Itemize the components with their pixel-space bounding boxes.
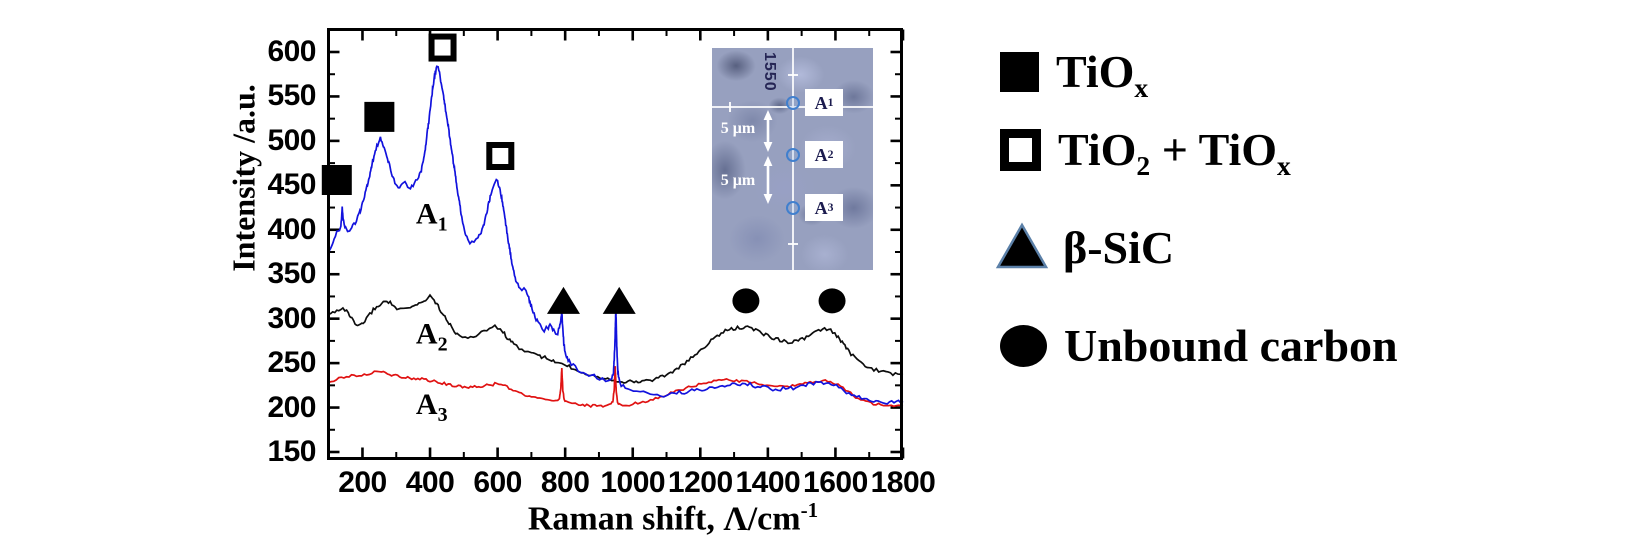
marker-triangle (546, 286, 580, 314)
filled-square-icon (1000, 52, 1039, 92)
marker-filled-square (321, 165, 352, 195)
marker-open-square (486, 142, 515, 170)
marker-triangle (602, 286, 636, 314)
legend-label: TiOx (1056, 46, 1149, 104)
legend-item-tio2-tiox: TiO2 + TiOx (1000, 124, 1291, 182)
triangle-icon (995, 221, 1049, 275)
series-A2-label: A2 (416, 318, 448, 356)
marker-circle (732, 288, 760, 314)
series-A3-curve (328, 366, 904, 409)
legend-item-tiox: TiOx (1000, 46, 1149, 104)
y-tick-label: 200 (267, 390, 316, 424)
scale-label: 5 μm (720, 120, 756, 137)
series-A3-label: A3 (416, 388, 448, 426)
scale-label: 5 μm (720, 172, 756, 189)
double-arrow-icon (763, 156, 773, 204)
legend-label: TiO2 + TiOx (1058, 124, 1291, 182)
crosshair-tick (788, 243, 798, 245)
x-tick-label: 600 (473, 466, 522, 499)
y-tick-label: 500 (267, 123, 316, 157)
crosshair-tick (788, 74, 798, 76)
legend-label: Unbound carbon (1064, 320, 1398, 371)
open-square-icon (1000, 129, 1041, 171)
x-tick-label: 800 (540, 466, 590, 499)
crosshair-tick (729, 102, 731, 112)
double-arrow-icon (763, 110, 773, 152)
y-tick-label: 450 (267, 168, 316, 202)
spot-circle-icon (786, 148, 800, 162)
series-A2-curve (328, 293, 904, 384)
x-tick-label: 1600 (803, 466, 868, 499)
marker-filled-square (364, 101, 395, 132)
legend-item-unbound-carbon: Unbound carbon (1000, 322, 1398, 370)
inset-coordinate-label: 1550 (761, 52, 778, 92)
y-tick-label: 400 (267, 212, 316, 246)
series-A1-label: A1 (416, 198, 448, 236)
x-tick-label: 200 (338, 466, 387, 499)
series-A1-curve (327, 65, 904, 405)
marker-open-square (428, 33, 457, 62)
legend-item-beta-sic: β-SiC (995, 221, 1175, 275)
x-tick-label: 1400 (735, 466, 801, 499)
circle-icon (1000, 325, 1047, 367)
x-axis-title-exponent: -1 (800, 498, 819, 522)
spot-circle-icon (786, 201, 800, 215)
spot-circle-icon (786, 96, 800, 110)
x-axis-title: Raman shift, Λ/cm-1 (528, 498, 818, 538)
raman-spectra-plot: A2 A3 A1 (321, 28, 905, 460)
marker-circle (818, 288, 846, 314)
y-tick-label: 300 (267, 301, 316, 335)
y-tick-label: 150 (267, 435, 316, 468)
x-tick-label: 400 (405, 466, 455, 499)
plot-frame (327, 28, 903, 460)
x-tick-label: 1000 (600, 466, 666, 499)
x-tick-label: 1200 (667, 466, 733, 499)
legend-label: β-SiC (1063, 222, 1175, 273)
y-tick-label: 350 (267, 257, 316, 291)
x-tick-label: 1800 (870, 466, 936, 499)
x-axis-title-text: Raman shift, Λ/cm (527, 500, 801, 538)
y-tick-label: 600 (267, 35, 316, 68)
y-tick-label: 250 (267, 346, 316, 380)
y-tick-label: 550 (267, 79, 316, 113)
